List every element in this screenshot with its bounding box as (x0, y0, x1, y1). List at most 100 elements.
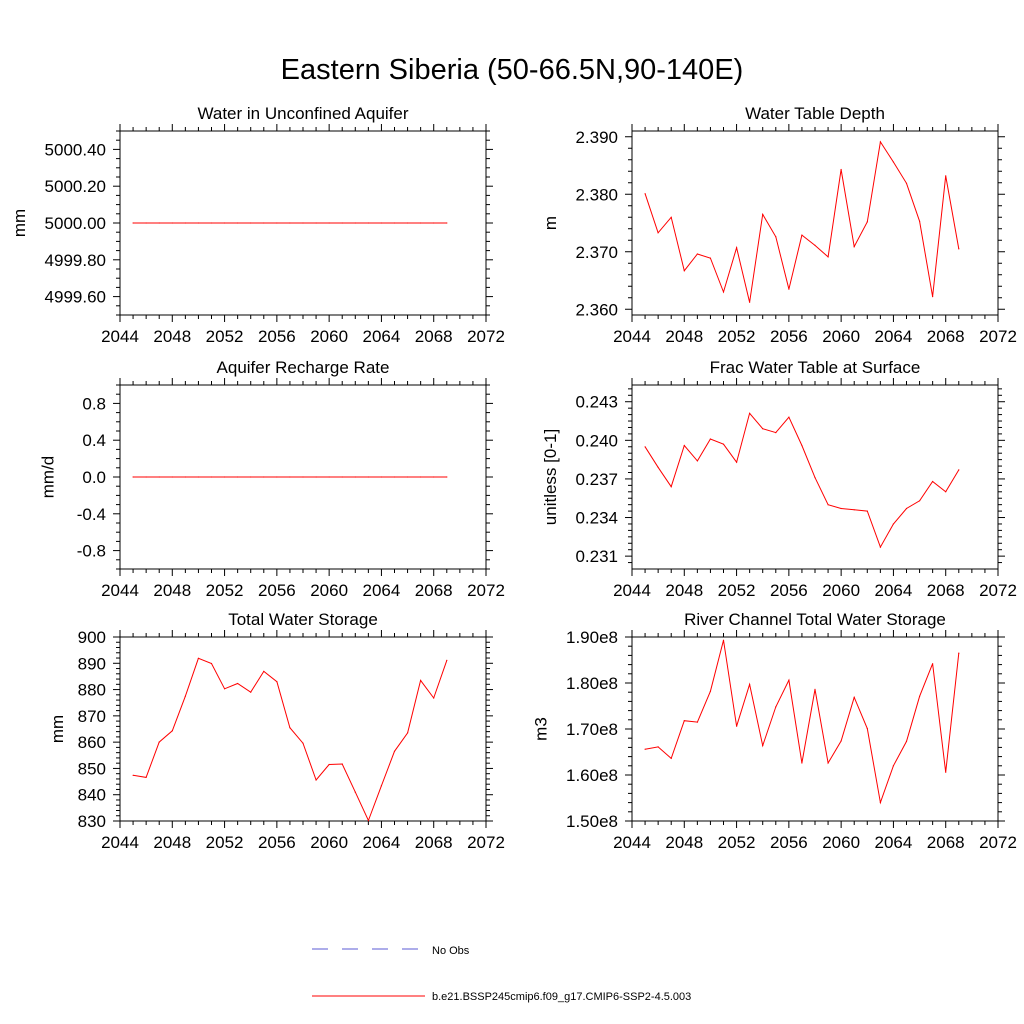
data-point (171, 222, 173, 224)
data-point (892, 523, 895, 525)
data-point (670, 757, 672, 760)
data-point (184, 695, 186, 697)
panel-title: Total Water Storage (228, 610, 378, 629)
x-tick-label: 2056 (258, 833, 296, 852)
y-axis-label: mm/d (39, 456, 58, 499)
data-point (289, 222, 291, 224)
data-point (762, 745, 764, 747)
data-point (709, 438, 712, 440)
data-point (866, 727, 868, 730)
data-point (354, 791, 356, 793)
data-point (132, 476, 134, 478)
x-tick-label: 2064 (875, 327, 913, 346)
data-point (184, 222, 186, 224)
data-point (328, 476, 330, 478)
data-point (315, 779, 317, 781)
data-point (276, 476, 278, 478)
data-point (853, 509, 855, 511)
x-tick-label: 2044 (101, 581, 139, 600)
data-point (145, 476, 147, 478)
data-point (407, 476, 409, 478)
y-tick-label: 2.390 (575, 128, 618, 147)
data-point (683, 444, 685, 447)
data-point (879, 546, 882, 548)
y-tick-label: 1.60e8 (566, 766, 618, 785)
data-point (709, 690, 712, 692)
data-point (801, 444, 803, 447)
data-point (670, 486, 672, 488)
data-point (657, 466, 659, 468)
data-point (367, 222, 369, 224)
data-point (237, 222, 239, 224)
data-point (328, 222, 330, 224)
y-tick-label: 2.380 (575, 185, 618, 204)
data-point (184, 476, 186, 478)
data-point (158, 222, 160, 224)
y-tick-label: 850 (78, 759, 106, 778)
x-tick-label: 2072 (979, 581, 1017, 600)
data-point (958, 469, 960, 471)
x-tick-label: 2064 (363, 327, 401, 346)
y-tick-label: 5000.20 (45, 177, 106, 196)
data-point (788, 679, 790, 681)
y-tick-label: 4999.60 (45, 288, 106, 307)
y-tick-label: 900 (78, 628, 106, 647)
data-point (683, 270, 685, 272)
data-point (853, 246, 855, 248)
data-point (341, 222, 343, 224)
data-point (446, 476, 448, 478)
x-tick-label: 2044 (613, 833, 651, 852)
data-point (736, 461, 738, 463)
y-tick-label: 890 (78, 654, 106, 673)
data-point (171, 730, 173, 732)
data-point (644, 748, 646, 750)
data-point (420, 476, 422, 478)
chart-panel-1: Water in Unconfined Aquifer 2044 2048 2052 2… (10, 104, 505, 346)
data-point (801, 234, 803, 236)
x-tick-label: 2064 (875, 833, 913, 852)
data-point (788, 288, 790, 290)
data-point (670, 216, 672, 218)
data-point (722, 639, 725, 641)
data-point (328, 763, 330, 766)
x-tick-label: 2052 (206, 581, 244, 600)
data-point (932, 663, 934, 665)
data-point (905, 740, 908, 743)
data-point (801, 762, 803, 764)
x-tick-label: 2044 (613, 327, 651, 346)
x-tick-label: 2064 (363, 581, 401, 600)
y-tick-label: 1.70e8 (566, 720, 618, 739)
data-point (958, 248, 960, 250)
y-tick-label: 0.234 (575, 509, 618, 528)
data-point (302, 476, 304, 478)
data-point (814, 688, 816, 691)
legend: No Obs b.e21.BSSP245cmip6.f09_g17.CMIP6-S… (312, 945, 691, 1003)
x-tick-label: 2068 (927, 327, 965, 346)
data-point (315, 476, 317, 478)
data-point (736, 247, 738, 249)
x-tick-label: 2068 (415, 327, 453, 346)
data-point (446, 659, 448, 662)
x-tick-label: 2068 (415, 581, 453, 600)
data-point (158, 741, 160, 743)
data-point (276, 222, 278, 224)
data-point (197, 657, 199, 659)
data-point (276, 681, 278, 683)
data-point (827, 504, 829, 506)
y-axis-label: mm (10, 209, 29, 237)
data-point (289, 727, 291, 729)
y-tick-label: 860 (78, 733, 106, 752)
data-point (879, 141, 882, 143)
data-point (145, 222, 147, 224)
x-tick-label: 2060 (310, 833, 348, 852)
y-tick-label: 4999.80 (45, 251, 106, 270)
data-point (420, 222, 422, 224)
data-point (892, 161, 895, 163)
x-tick-label: 2068 (927, 581, 965, 600)
data-point (775, 236, 777, 238)
data-point (879, 802, 882, 804)
series-line (645, 640, 960, 805)
y-tick-label: 0.231 (575, 547, 618, 566)
x-tick-label: 2048 (153, 833, 191, 852)
data-point (853, 696, 855, 698)
